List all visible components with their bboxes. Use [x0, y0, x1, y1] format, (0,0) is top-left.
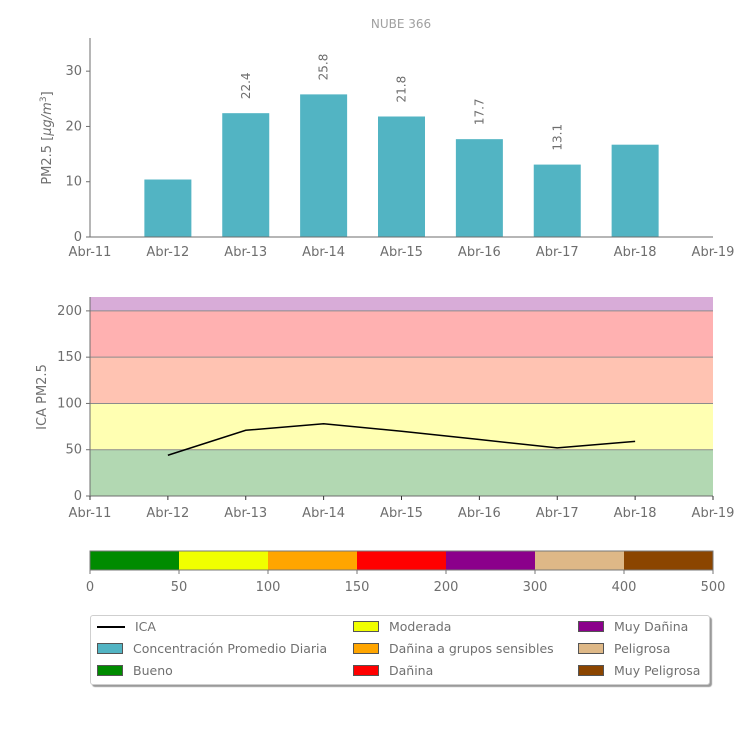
- ica-colorbar: 0 50 100 150 200 300 400 500: [86, 550, 726, 595]
- colorbar-tick-label: 200: [434, 580, 459, 595]
- y-tick-label: 0: [74, 230, 82, 245]
- colorbar-segment: [268, 551, 357, 570]
- legend-label: Concentración Promedio Diaria: [133, 641, 328, 656]
- legend-item-bueno: Bueno: [97, 663, 173, 678]
- x-tick-label: Abr-18: [614, 245, 657, 260]
- ica-y-axis-label: ICA PM2.5: [35, 364, 50, 430]
- bar: [144, 179, 192, 237]
- y-tick-label: 150: [57, 350, 82, 365]
- x-tick-label: Abr-16: [458, 245, 501, 260]
- legend-label: Moderada: [389, 619, 452, 634]
- colorbar-segment: [357, 551, 446, 570]
- x-tick-label: Abr-15: [380, 245, 423, 260]
- x-tick-label: Abr-12: [146, 245, 189, 260]
- colorbar-segment: [446, 551, 535, 570]
- legend-item-muy-peligrosa: Muy Peligrosa: [578, 663, 700, 678]
- bar: [533, 164, 581, 237]
- colorbar-segment: [90, 551, 179, 570]
- y-tick-label: 50: [65, 443, 82, 458]
- y-tick-label: 200: [57, 304, 82, 319]
- legend-label: Dañina: [389, 663, 434, 678]
- colorbar-segment: [624, 551, 713, 570]
- x-tick-label: Abr-11: [69, 245, 112, 260]
- x-tick-label: Abr-11: [69, 506, 112, 521]
- bar-y-axis-label: PM2.5 [μg/m3]: [39, 91, 55, 184]
- legend-label: Muy Peligrosa: [614, 663, 701, 678]
- legend-label: Muy Dañina: [614, 619, 689, 634]
- ica-line: [167, 423, 636, 456]
- legend-item-danina-sensibles: Dañina a grupos sensibles: [353, 641, 554, 656]
- y-tick-label: 100: [57, 396, 82, 411]
- legend-label: Dañina a grupos sensibles: [389, 641, 554, 656]
- colorbar-tick-label: 500: [701, 580, 726, 595]
- x-tick-label: Abr-13: [224, 245, 267, 260]
- legend-label: ICA: [135, 619, 156, 634]
- legend-item-muy-danina: Muy Dañina: [578, 619, 688, 634]
- colorbar-tick-label: 300: [523, 580, 548, 595]
- patch-icon: [353, 621, 379, 632]
- x-tick-label: Abr-17: [536, 245, 579, 260]
- bar-value-label: 17.7: [472, 98, 486, 125]
- y-tick-label: 20: [65, 119, 82, 134]
- bar: [300, 94, 348, 237]
- line-icon: [97, 625, 125, 628]
- ica-line-chart: 0 50 100 150 200 Abr-11 Abr-12 Abr-13 Abr-14 Abr-…: [57, 297, 734, 521]
- bar-value-label: 13.1: [550, 124, 564, 151]
- legend-item-peligrosa: Peligrosa: [578, 641, 670, 656]
- y-tick-label: 10: [65, 175, 82, 190]
- patch-icon: [578, 665, 604, 676]
- legend-label: Bueno: [133, 663, 173, 678]
- bar-value-label: 22.4: [239, 72, 253, 99]
- legend-item-ica: ICA: [97, 619, 156, 634]
- bar: [611, 144, 659, 237]
- x-tick-label: Abr-16: [458, 506, 501, 521]
- colorbar-tick-label: 100: [256, 580, 281, 595]
- colorbar-segment: [179, 551, 268, 570]
- x-tick-label: Abr-12: [146, 506, 189, 521]
- aqi-band: [90, 403, 713, 450]
- patch-icon: [353, 643, 379, 654]
- colorbar-tick-label: 150: [345, 580, 370, 595]
- y-tick-label: 30: [65, 64, 82, 79]
- colorbar-tick-label: 0: [86, 580, 94, 595]
- legend: ICA Concentración Promedio Diaria Bueno …: [90, 615, 710, 685]
- legend-label: Peligrosa: [614, 641, 671, 656]
- colorbar-tick-label: 50: [171, 580, 188, 595]
- colorbar-frame: [89, 550, 714, 571]
- pm25-bar-chart: 22.4 25.8 21.8 17.7 13.1 0 10 20 30 Abr-11 Abr-12 A…: [65, 38, 734, 260]
- legend-item-danina: Dañina: [353, 663, 433, 678]
- patch-icon: [353, 665, 379, 676]
- chart-title: NUBE 366: [371, 17, 431, 31]
- aqi-band: [90, 449, 713, 496]
- aqi-band: [90, 357, 713, 404]
- x-tick-label: Abr-19: [692, 245, 735, 260]
- colorbar-segment: [535, 551, 624, 570]
- bar-value-label: 25.8: [317, 54, 331, 81]
- bar: [222, 113, 270, 237]
- x-tick-label: Abr-19: [692, 506, 735, 521]
- patch-icon: [97, 643, 123, 654]
- y-tick-label: 0: [74, 489, 82, 504]
- bar-value-label: 21.8: [395, 76, 409, 103]
- bar: [378, 116, 425, 237]
- x-tick-label: Abr-13: [224, 506, 267, 521]
- x-tick-label: Abr-18: [614, 506, 657, 521]
- colorbar-tick-label: 400: [612, 580, 637, 595]
- aqi-band: [90, 310, 713, 358]
- legend-item-moderada: Moderada: [353, 619, 451, 634]
- x-tick-label: Abr-15: [380, 506, 423, 521]
- legend-item-concentracion: Concentración Promedio Diaria: [97, 641, 327, 656]
- patch-icon: [578, 621, 604, 632]
- x-tick-label: Abr-14: [302, 506, 345, 521]
- x-tick-label: Abr-17: [536, 506, 579, 521]
- patch-icon: [97, 665, 123, 676]
- x-tick-label: Abr-14: [302, 245, 345, 260]
- bar: [455, 139, 503, 237]
- patch-icon: [578, 643, 604, 654]
- aqi-band: [90, 297, 713, 311]
